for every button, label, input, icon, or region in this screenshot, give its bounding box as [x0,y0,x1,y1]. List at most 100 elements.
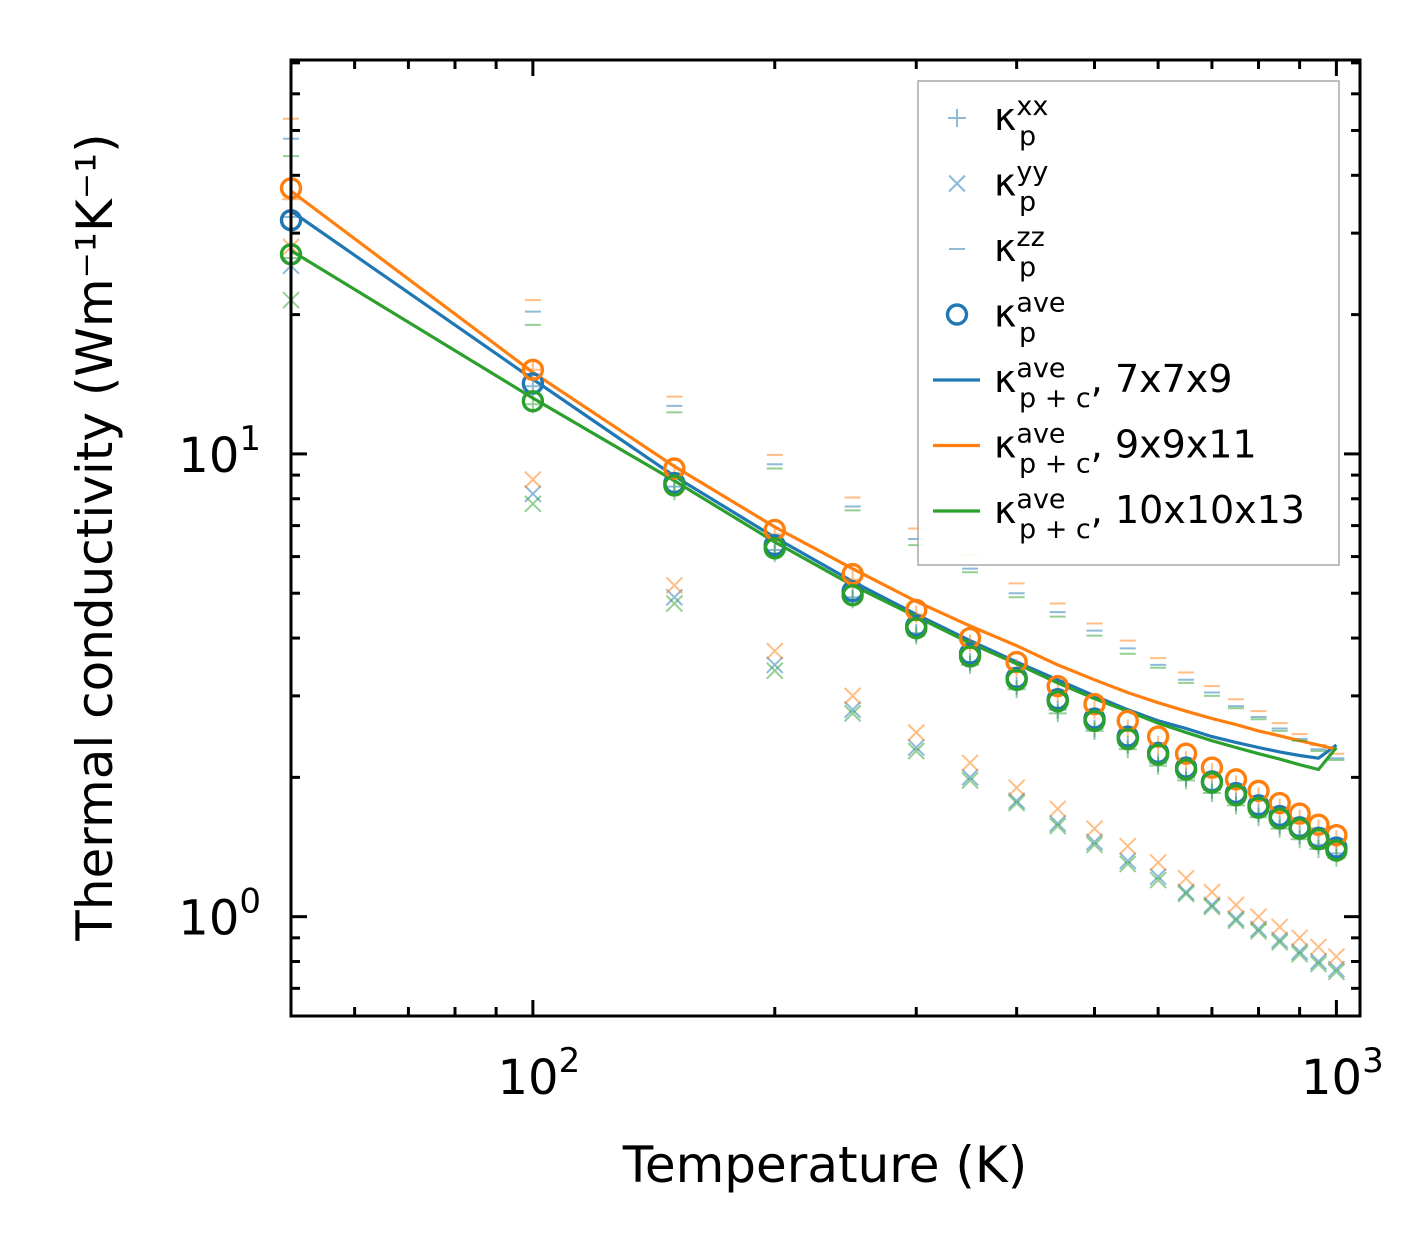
kyy-point [1119,837,1137,855]
kyy-point [1119,852,1137,870]
kave-point [1083,709,1106,733]
kyy-point [1007,778,1026,797]
legend-sup: ave [1016,353,1065,384]
legend-sup: zz [1016,222,1044,253]
kyy-point [1149,871,1167,889]
kyy-point [1309,952,1328,971]
kyy-point [1327,960,1346,978]
legend-label: κave p + c, 9x9x11 [994,419,1257,480]
plot-marks [279,117,1348,981]
tick-base: 10 [178,428,239,484]
kyy-point [1177,885,1195,903]
kave-point [1325,839,1348,862]
legend-sub: p + c [1019,383,1091,414]
kyy-point [1149,867,1167,886]
tick-base: 10 [178,891,239,947]
tick-exponent: 0 [239,882,261,922]
kave-point [663,457,686,480]
kave-point [1268,791,1291,815]
kave-point [521,389,545,413]
legend-symbol: κ [994,357,1016,401]
kyy-point [1085,833,1104,851]
kave-point [1288,802,1311,825]
kyy-point [1309,938,1328,956]
x-axis-label: Temperature (K) [622,1136,1027,1194]
legend-symbol: κ [994,226,1016,270]
plot-border [289,58,1362,1018]
legend-suffix: , 9x9x11 [1091,423,1257,467]
kyy-point [1049,817,1067,835]
tick-base: 10 [498,1050,559,1106]
kyy-point [766,656,784,674]
kyy-point [1249,907,1268,926]
legend-sub: p [1019,252,1036,283]
kyy-point [961,771,979,790]
x-tick-label: 103 [1301,1041,1384,1106]
kyy-point [1203,883,1221,901]
kave-point [1307,828,1330,851]
kave-point [1247,779,1270,803]
legend-sub: p [1019,187,1036,218]
tick-base: 10 [1301,1050,1362,1106]
legend-sub: p [1019,121,1036,152]
kave-point [1200,756,1224,779]
kave-point [1174,758,1198,781]
kyy-point [1085,819,1104,838]
kave-point [663,474,686,497]
y-tick-label: 101 [178,419,261,484]
kyy-point [1203,896,1221,914]
legend-label: κxx p [994,91,1048,152]
kyy-point [665,594,684,613]
legend-sub: p [1019,318,1036,349]
kave-point [1116,727,1139,751]
kyy-point [843,687,862,705]
kyy-point [524,495,542,513]
kave-10x10x13 [279,243,1348,862]
legend-label: κave p + c, 7x7x9 [994,353,1232,414]
kave-point [1046,674,1069,698]
kyy-point [766,642,784,660]
legend-label: κyy p [994,157,1048,218]
kyy-point [665,576,684,595]
tick-exponent: 3 [1362,1041,1384,1081]
kyy-point [907,742,925,760]
kyy-point [1290,942,1309,961]
kave-point [841,584,864,607]
kpc-line-7x7x9 [290,209,1338,760]
kave-point [958,645,982,668]
legend-symbol: κ [994,423,1016,467]
legend-suffix: , 10x10x13 [1091,488,1305,532]
kave-point [1224,784,1248,807]
kyy-point [1177,883,1195,901]
legend-symbol: κ [994,161,1016,205]
kyy-point [961,754,979,772]
legend-box [917,80,1340,566]
legend-plus-handle [948,109,966,127]
tick-exponent: 2 [559,1041,581,1081]
kave-point [1200,771,1224,794]
kyy-point [961,768,979,787]
kyy-point [1270,918,1289,936]
kyy-point [1177,869,1195,888]
kave-point [1247,796,1270,819]
kyy-point [1270,931,1289,949]
y-axis-label: Thermal conductivity (Wm⁻¹K⁻¹) [66,133,124,941]
kyy-point [907,723,925,742]
kyy-point [1290,945,1309,963]
legend-label: κzz p [994,222,1045,283]
kave-point [521,358,545,381]
kyy-point [1007,792,1026,810]
kyy-point [1249,920,1268,938]
legend-symbol: κ [994,95,1016,139]
legend-sup: xx [1016,91,1048,122]
kyy-point [1149,853,1167,872]
x-tick-label: 102 [498,1041,581,1106]
y-tick-label: 100 [178,882,261,947]
kave-point [1224,768,1248,791]
kyy-point [1327,963,1346,981]
kpc-line-9x9x11 [290,189,1337,751]
kave-point [763,537,786,560]
kyy-point [766,662,784,680]
